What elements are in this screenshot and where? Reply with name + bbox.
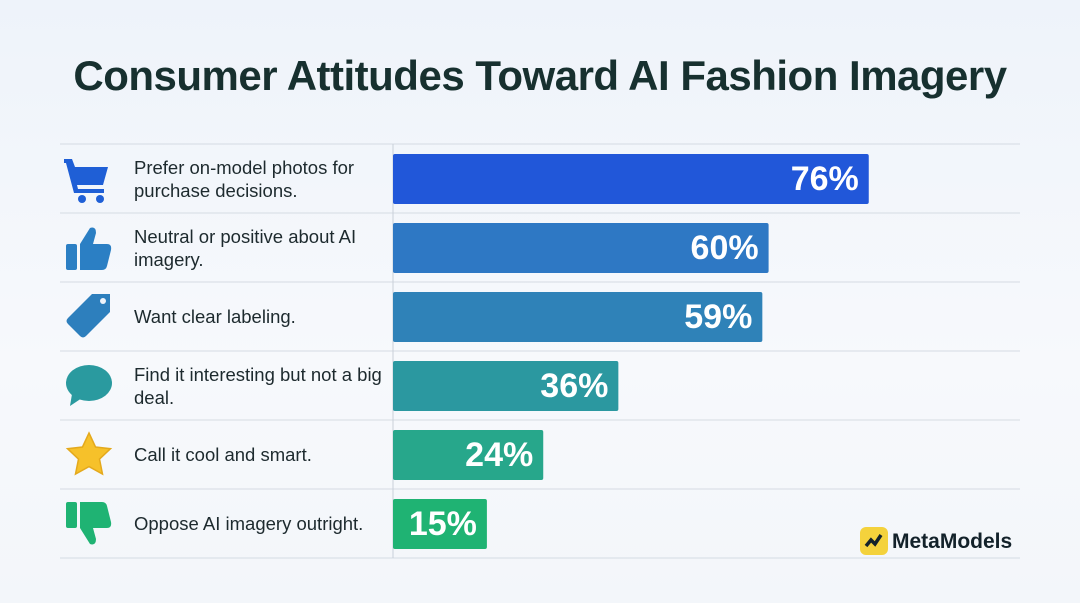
value-label: 15% bbox=[409, 505, 477, 543]
icon-star bbox=[65, 431, 113, 476]
bar bbox=[393, 430, 544, 480]
value-label: 36% bbox=[540, 367, 608, 405]
value-label: 59% bbox=[684, 298, 752, 336]
category-label: Call it cool and smart. bbox=[134, 444, 312, 465]
bar bbox=[393, 361, 619, 411]
brand-name: MetaModels bbox=[892, 530, 1013, 553]
icon-thumbs-up bbox=[66, 227, 112, 270]
category-label: Want clear labeling. bbox=[134, 306, 296, 327]
value-label: 76% bbox=[791, 160, 859, 198]
bar bbox=[393, 223, 769, 273]
bar bbox=[393, 292, 763, 342]
icon-thumbs-down bbox=[66, 502, 112, 545]
icon-speech bbox=[66, 365, 112, 406]
category-label: Find it interesting but not a big deal. bbox=[134, 363, 382, 408]
category-label: Prefer on-model photos for purchase deci… bbox=[134, 156, 355, 201]
value-label: 60% bbox=[691, 229, 759, 267]
bar bbox=[393, 154, 869, 204]
chart-title: Consumer Attitudes Toward AI Fashion Ima… bbox=[73, 52, 1007, 99]
value-label: 24% bbox=[465, 436, 533, 474]
bar bbox=[393, 499, 487, 549]
brand-logo bbox=[860, 527, 888, 555]
category-label: Neutral or positive about AI imagery. bbox=[134, 225, 357, 270]
icon-tag bbox=[66, 294, 110, 338]
category-label: Oppose AI imagery outright. bbox=[134, 513, 364, 534]
icon-cart bbox=[64, 159, 108, 203]
